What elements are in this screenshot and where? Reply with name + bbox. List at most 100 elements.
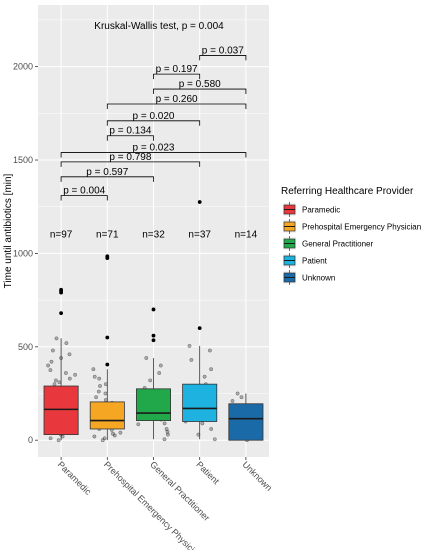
- data-point: [202, 374, 207, 379]
- comparison-bracket: [106, 103, 247, 109]
- count-label: n=97: [50, 230, 73, 241]
- legend-label: General Practitioner: [302, 240, 373, 249]
- comparison-bracket: [60, 176, 154, 182]
- comparison-bracket: [60, 161, 201, 167]
- data-point: [102, 436, 107, 441]
- data-point: [46, 363, 50, 368]
- outlier-point: [59, 287, 63, 292]
- data-point: [162, 421, 167, 426]
- data-point: [112, 433, 117, 438]
- data-point: [103, 391, 108, 396]
- p-value-label: p = 0.023: [133, 143, 175, 154]
- p-value-label: p = 0.597: [86, 167, 128, 178]
- data-point: [165, 429, 170, 434]
- data-point: [212, 437, 217, 442]
- data-point: [118, 430, 123, 435]
- data-point: [56, 438, 61, 443]
- data-point: [189, 357, 194, 362]
- data-point: [73, 372, 78, 377]
- data-point: [235, 391, 240, 396]
- x-tick-label: Paramedic: [56, 459, 94, 497]
- outlier-point: [105, 335, 110, 340]
- data-point: [97, 376, 102, 381]
- data-point: [64, 371, 68, 375]
- count-label: n=14: [235, 230, 258, 241]
- data-point: [187, 343, 192, 348]
- data-point: [200, 421, 205, 426]
- data-point: [209, 427, 214, 431]
- outlier-point: [197, 200, 202, 204]
- p-value-label: p = 0.134: [109, 126, 151, 137]
- p-value-label: p = 0.798: [109, 152, 151, 163]
- data-point: [209, 367, 214, 372]
- y-tick-label: 1500: [13, 155, 33, 165]
- y-tick-label: 0: [28, 435, 33, 445]
- comparison-bracket: [60, 152, 247, 158]
- legend-label: Prehospital Emergency Physician: [302, 223, 421, 232]
- outlier-point: [197, 326, 202, 331]
- legend-label: Paramedic: [302, 206, 340, 215]
- data-point: [239, 395, 244, 400]
- data-point: [49, 359, 54, 364]
- boxes: [43, 200, 264, 441]
- data-point: [67, 352, 72, 357]
- data-point: [48, 436, 53, 441]
- count-labels: n=97 n=71 n=32 n=37 n=14: [50, 230, 258, 241]
- data-point: [51, 348, 55, 353]
- comparison-bracket: [106, 135, 154, 141]
- legend-label: Patient: [302, 257, 328, 266]
- data-point: [136, 422, 141, 427]
- data-point: [157, 371, 162, 375]
- y-tick-label: 500: [18, 342, 33, 352]
- data-point: [144, 356, 149, 360]
- data-point: [94, 395, 99, 400]
- outlier-point: [105, 254, 110, 259]
- data-point: [54, 378, 58, 383]
- chart-title: Kruskal-Wallis test, p = 0.004: [94, 21, 224, 32]
- y-axis-title: Time until antibiotics [min]: [3, 173, 14, 288]
- p-value-label: p = 0.580: [179, 79, 221, 90]
- count-label: n=71: [96, 230, 119, 241]
- x-tick-label: Unknown: [240, 459, 274, 493]
- comparison-bracket: [60, 195, 108, 201]
- data-point: [48, 368, 53, 372]
- box-paramedic: [43, 385, 79, 435]
- legend: Referring Healthcare Provider Paramedic P…: [281, 186, 421, 285]
- legend-title: Referring Healthcare Provider: [281, 186, 414, 197]
- count-label: n=32: [142, 230, 165, 241]
- data-point: [96, 389, 101, 394]
- data-point: [57, 380, 62, 385]
- p-value-label: p = 0.037: [202, 45, 244, 56]
- x-axis: Paramedic Prehospital Emergency Physician…: [56, 457, 274, 550]
- data-point: [164, 427, 169, 431]
- p-value-label: p = 0.197: [156, 64, 198, 75]
- x-tick-label: Patient: [194, 459, 221, 486]
- box-prehospital-emergency-physician: [89, 401, 125, 430]
- outlier-point: [151, 333, 156, 338]
- data-point: [98, 384, 102, 388]
- p-value-label: p = 0.004: [63, 186, 105, 197]
- comparison-bracket: [153, 73, 201, 80]
- comparison-bracket: [153, 88, 247, 95]
- y-tick-label: 2000: [13, 62, 33, 72]
- data-point: [92, 374, 97, 379]
- data-point: [54, 336, 59, 341]
- box-unknown: [228, 403, 264, 441]
- outlier-point: [151, 307, 156, 312]
- comparison-bracket: [199, 55, 247, 61]
- legend-label: Unknown: [302, 274, 335, 283]
- outlier-point: [151, 338, 156, 343]
- data-point: [100, 438, 105, 443]
- data-point: [148, 378, 153, 383]
- data-point: [91, 367, 96, 372]
- comparison-bracket: [106, 120, 201, 126]
- outlier-point: [105, 362, 110, 367]
- p-value-label: p = 0.260: [156, 94, 198, 105]
- data-point: [162, 437, 167, 442]
- data-point: [207, 348, 212, 353]
- data-point: [230, 399, 235, 403]
- data-point: [158, 363, 163, 368]
- data-point: [165, 432, 170, 437]
